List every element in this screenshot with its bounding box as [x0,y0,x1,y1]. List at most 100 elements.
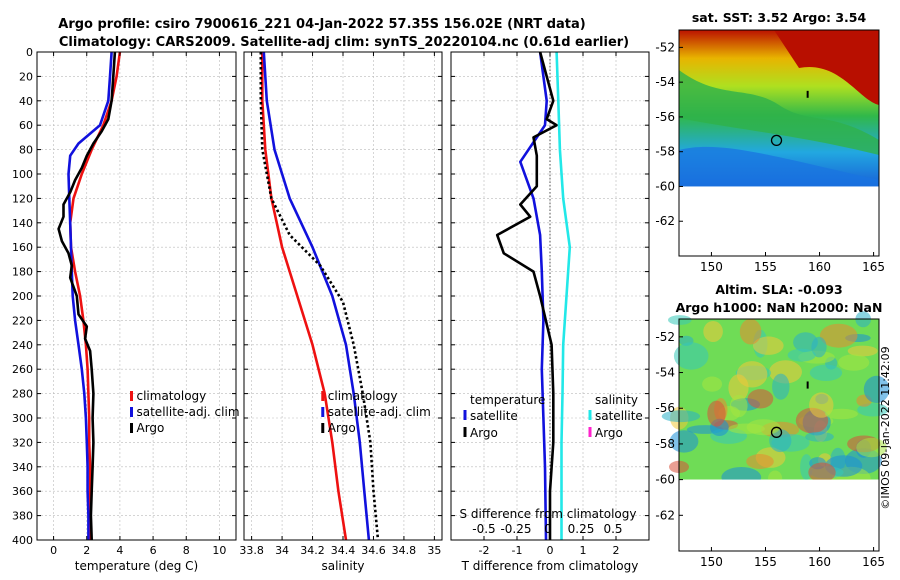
sla-blob [661,410,701,423]
y-tick-label: 320 [12,436,33,449]
legend-entry: Argo [470,426,498,440]
y-tick-label: 40 [19,95,33,108]
s-tick-label: 0.5 [603,522,622,536]
series-line-argo [259,52,380,541]
x-tick-label: 4 [116,544,123,557]
sla-blob [668,315,692,325]
x-tick-label: 10 [212,544,226,557]
legend-entry: climatology [328,389,398,403]
sla-blob [707,400,726,427]
legend-entry: temperature [470,393,545,407]
x-tick-label: 34.8 [392,544,417,557]
y-tick-label: -52 [655,40,675,54]
y-tick-label: -56 [655,110,675,124]
y-tick-label: 340 [12,461,33,474]
y-tick-label: -56 [655,401,675,415]
y-tick-label: 0 [26,46,33,59]
y-tick-label: -60 [655,179,675,193]
legend-entry: Argo [328,421,356,435]
x-tick-label: 34 [275,544,289,557]
y-tick-label: 220 [12,314,33,327]
x-axis-label: salinity [321,559,364,573]
map-subtitle: Argo h1000: NaN h2000: NaN [676,300,883,315]
argo-float-marker [770,426,783,438]
sla-blob [747,389,774,409]
map-title: Altim. SLA: -0.093 [715,282,842,297]
legend-entry: satellite-adj. clim [328,405,431,419]
sla-blob [809,364,843,381]
title-line-1: Argo profile: csiro 7900616_221 04-Jan-2… [58,17,585,32]
sla-blob [703,321,723,342]
sla-blob [730,394,748,418]
series-line-s-satellite [555,51,572,540]
y-tick-label: 140 [12,217,33,230]
x-tick-label: 1 [580,544,587,557]
sla-blob [728,423,765,434]
y-tick-label: 400 [12,534,33,547]
y-tick-label: -60 [655,473,675,487]
x-tick-label: 34.2 [300,544,325,557]
y-tick-label: 380 [12,510,33,523]
sla-blob [753,336,784,355]
no-data-area [679,186,879,256]
sla-blob [769,429,792,453]
y-tick-label: 200 [12,290,33,303]
legend-entry: salinity [595,393,638,407]
x-tick-label: 2 [83,544,90,557]
sla-blob [746,454,774,469]
sla-blob [808,462,836,483]
y-tick-label: -58 [655,145,675,159]
no-data-area [679,479,879,551]
sla-blob [838,354,870,371]
y-tick-label: 80 [19,144,33,157]
x-tick-label: -2 [479,544,490,557]
legend-entry: satellite-adj. clim [137,405,240,419]
series-line-climatology [260,52,348,541]
x-tick-label: 2 [613,544,620,557]
map-panel-sst_map: 150 155 160 165 -52 -54 -56 -58 -60 -62 sat. SST: … [655,10,885,274]
series-line-t-satellite [518,51,549,541]
sla-blob [819,323,858,348]
s-tick-label: -0.25 [500,522,531,536]
map-title: sat. SST: 3.52 Argo: 3.54 [692,10,867,25]
y-tick-label: 180 [12,266,33,279]
sla-blob [847,345,878,357]
y-tick-label: 100 [12,168,33,181]
sla-blob [673,342,709,370]
legend-entry: Argo [137,421,165,435]
legend-entry: satellite [595,409,643,423]
series-line-argo [57,51,117,541]
legend-entry: Argo [595,426,623,440]
watermark: ©IMOS 09-Jan-2022 11:42:09 [879,346,892,509]
x-tick-label: 6 [150,544,157,557]
x-tick-label: -1 [512,544,523,557]
x-tick-label: 33.8 [239,544,264,557]
y-tick-label: 240 [12,339,33,352]
x-tick-label: 160 [808,260,831,274]
x-tick-label: 155 [754,555,777,569]
x-tick-label: 150 [700,555,723,569]
sla-blob [811,336,827,358]
s-tick-label: 0 [544,522,552,536]
s-axis-label: S difference from climatology [460,507,637,521]
sla-blob [805,431,834,442]
sla-blob [863,375,890,403]
legend-entry: satellite [470,409,518,423]
x-tick-label: 155 [754,260,777,274]
cold-water-patch [679,146,879,187]
x-tick-label: 150 [700,260,723,274]
sla-blob [787,348,816,362]
x-tick-label: 8 [183,544,190,557]
series-line-satellite-adj-clim [262,51,371,541]
profile-panel-difference: -2 -1 0 1 2 T difference from climatology temp… [450,51,650,573]
y-tick-label: 280 [12,388,33,401]
x-tick-label: 35 [427,544,441,557]
warm-water-patch [774,30,879,105]
y-tick-label: 360 [12,485,33,498]
sla-blob [736,361,768,388]
x-axis-label: temperature (deg C) [75,559,198,573]
y-tick-label: 20 [19,70,33,83]
x-tick-label: 160 [808,555,831,569]
